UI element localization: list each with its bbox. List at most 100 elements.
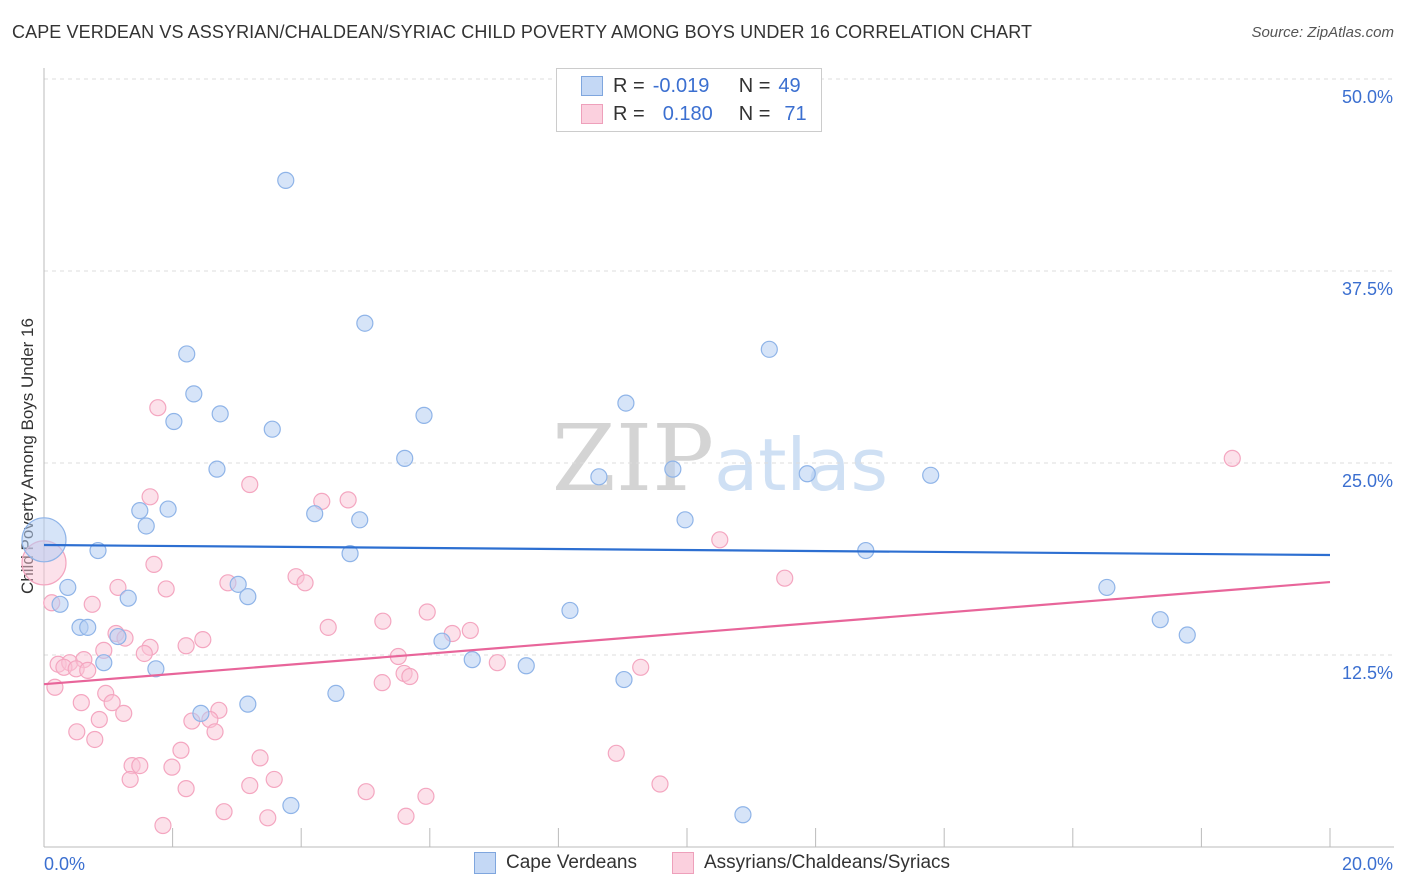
legend-swatch-pink bbox=[672, 852, 694, 874]
cape-verdean-point bbox=[263, 420, 281, 438]
cape-verdean-point bbox=[327, 684, 345, 703]
cape-verdean-point bbox=[79, 618, 97, 636]
chart-title: CAPE VERDEAN VS ASSYRIAN/CHALDEAN/SYRIAC… bbox=[12, 22, 1033, 42]
cape-verdean-point bbox=[282, 796, 300, 815]
assyrian-point bbox=[206, 723, 224, 741]
assyrian-point bbox=[259, 809, 277, 827]
cape-verdean-point bbox=[131, 502, 149, 520]
assyrian-point bbox=[632, 658, 650, 676]
cape-verdean-point bbox=[51, 595, 69, 613]
legend-label: Assyrians/Chaldeans/Syriacs bbox=[704, 852, 951, 873]
legend-label: Cape Verdeans bbox=[506, 852, 637, 873]
y-tick-label: 12.5% bbox=[1342, 663, 1393, 683]
cape-verdean-point bbox=[798, 465, 816, 483]
cape-verdean-point bbox=[211, 405, 229, 423]
assyrian-point bbox=[83, 595, 101, 613]
assyrian-point bbox=[131, 756, 149, 775]
legend-row-cape-verdeans: R = -0.019 N = 49 bbox=[581, 74, 801, 98]
cape-verdean-point bbox=[664, 460, 682, 478]
legend-swatch-blue bbox=[474, 852, 496, 874]
assyrian-point bbox=[46, 678, 64, 696]
cape-verdean-point bbox=[1098, 578, 1116, 597]
assyrian-point bbox=[607, 744, 625, 762]
cape-verdean-point bbox=[415, 406, 433, 424]
assyrian-point bbox=[1223, 449, 1241, 467]
cape-verdean-point bbox=[676, 511, 694, 529]
cape-verdean-point bbox=[21, 517, 67, 563]
legend-r-value: -0.019 bbox=[652, 74, 710, 97]
cape-verdean-point bbox=[1178, 626, 1196, 644]
cape-verdean-point bbox=[159, 500, 177, 518]
cape-verdean-point bbox=[617, 394, 635, 412]
legend-swatch-blue bbox=[581, 76, 603, 96]
assyrian-point bbox=[177, 780, 195, 798]
cape-verdean-point bbox=[306, 505, 324, 523]
legend-n-label: N = bbox=[738, 102, 771, 125]
assyrian-point bbox=[265, 770, 283, 789]
cape-verdean-point bbox=[178, 345, 196, 363]
legend-r-value: 0.180 bbox=[662, 102, 713, 125]
cape-verdean-point bbox=[734, 806, 752, 824]
assyrian-point bbox=[135, 644, 153, 663]
legend-n-label: N = bbox=[738, 74, 771, 97]
assyrian-point bbox=[488, 654, 506, 672]
assyrian-point bbox=[776, 569, 794, 587]
cape-verdean-point bbox=[147, 660, 165, 678]
y-tick-label: 50.0% bbox=[1342, 87, 1393, 107]
bottom-legend-cape-verdeans: Cape Verdeans bbox=[474, 852, 637, 874]
cape-verdean-point bbox=[590, 468, 608, 486]
cape-verdean-point bbox=[341, 545, 359, 563]
legend-row-assyrians: R = 0.180 N = 71 bbox=[581, 102, 807, 126]
cape-verdean-point bbox=[277, 171, 295, 189]
assyrian-point bbox=[357, 783, 375, 801]
assyrian-point bbox=[241, 776, 259, 795]
cape-verdean-point bbox=[433, 632, 451, 650]
assyrian-point bbox=[373, 674, 391, 692]
assyrian-point bbox=[163, 758, 181, 776]
watermark: ZIPatlas bbox=[552, 405, 888, 512]
x-tick-label: 20.0% bbox=[1342, 854, 1393, 874]
assyrian-point bbox=[121, 770, 139, 789]
cape-verdean-point bbox=[760, 340, 778, 358]
cape-verdean-point bbox=[239, 695, 257, 713]
assyrian-point bbox=[109, 578, 127, 597]
x-tick-label: 0.0% bbox=[44, 854, 85, 874]
bottom-legend-assyrians: Assyrians/Chaldeans/Syriacs bbox=[672, 852, 950, 874]
cape-verdean-point bbox=[922, 466, 940, 484]
cape-verdean-point bbox=[119, 589, 137, 607]
cape-verdean-point bbox=[517, 657, 535, 675]
assyrian-point bbox=[115, 704, 133, 722]
assyrian-point bbox=[397, 807, 415, 825]
assyrian-point bbox=[79, 661, 97, 679]
assyrian-point bbox=[90, 710, 108, 729]
cape-verdean-point bbox=[561, 601, 579, 620]
assyrian-point bbox=[177, 637, 195, 655]
cape-verdean-point bbox=[351, 511, 369, 529]
cape-verdean-point bbox=[1151, 611, 1169, 629]
assyrian-point bbox=[319, 618, 337, 636]
assyrian-point bbox=[194, 631, 212, 649]
assyrian-point bbox=[172, 741, 190, 759]
cape-verdean-point bbox=[59, 578, 77, 597]
cape-verdean-point bbox=[109, 627, 127, 646]
assyrian-point bbox=[711, 531, 729, 549]
cape-verdean-point bbox=[95, 654, 113, 672]
chart-source: Source: ZipAtlas.com bbox=[1251, 24, 1394, 41]
cape-verdean-point bbox=[396, 449, 414, 467]
assyrian-point bbox=[157, 580, 175, 598]
assyrian-point bbox=[145, 555, 163, 573]
y-tick-label: 37.5% bbox=[1342, 279, 1393, 299]
assyrian-point bbox=[241, 475, 259, 494]
assyrian-point bbox=[401, 667, 419, 686]
assyrian-point bbox=[374, 612, 392, 630]
assyrian-point bbox=[72, 694, 90, 712]
assyrian-point bbox=[251, 749, 269, 767]
cape-verdean-trend-line bbox=[43, 543, 1331, 557]
legend-r-label: R = bbox=[613, 102, 645, 125]
assyrian-point bbox=[215, 803, 233, 821]
assyrian-point bbox=[141, 488, 159, 506]
cape-verdean-point bbox=[137, 517, 155, 535]
cape-verdean-point bbox=[192, 704, 210, 722]
